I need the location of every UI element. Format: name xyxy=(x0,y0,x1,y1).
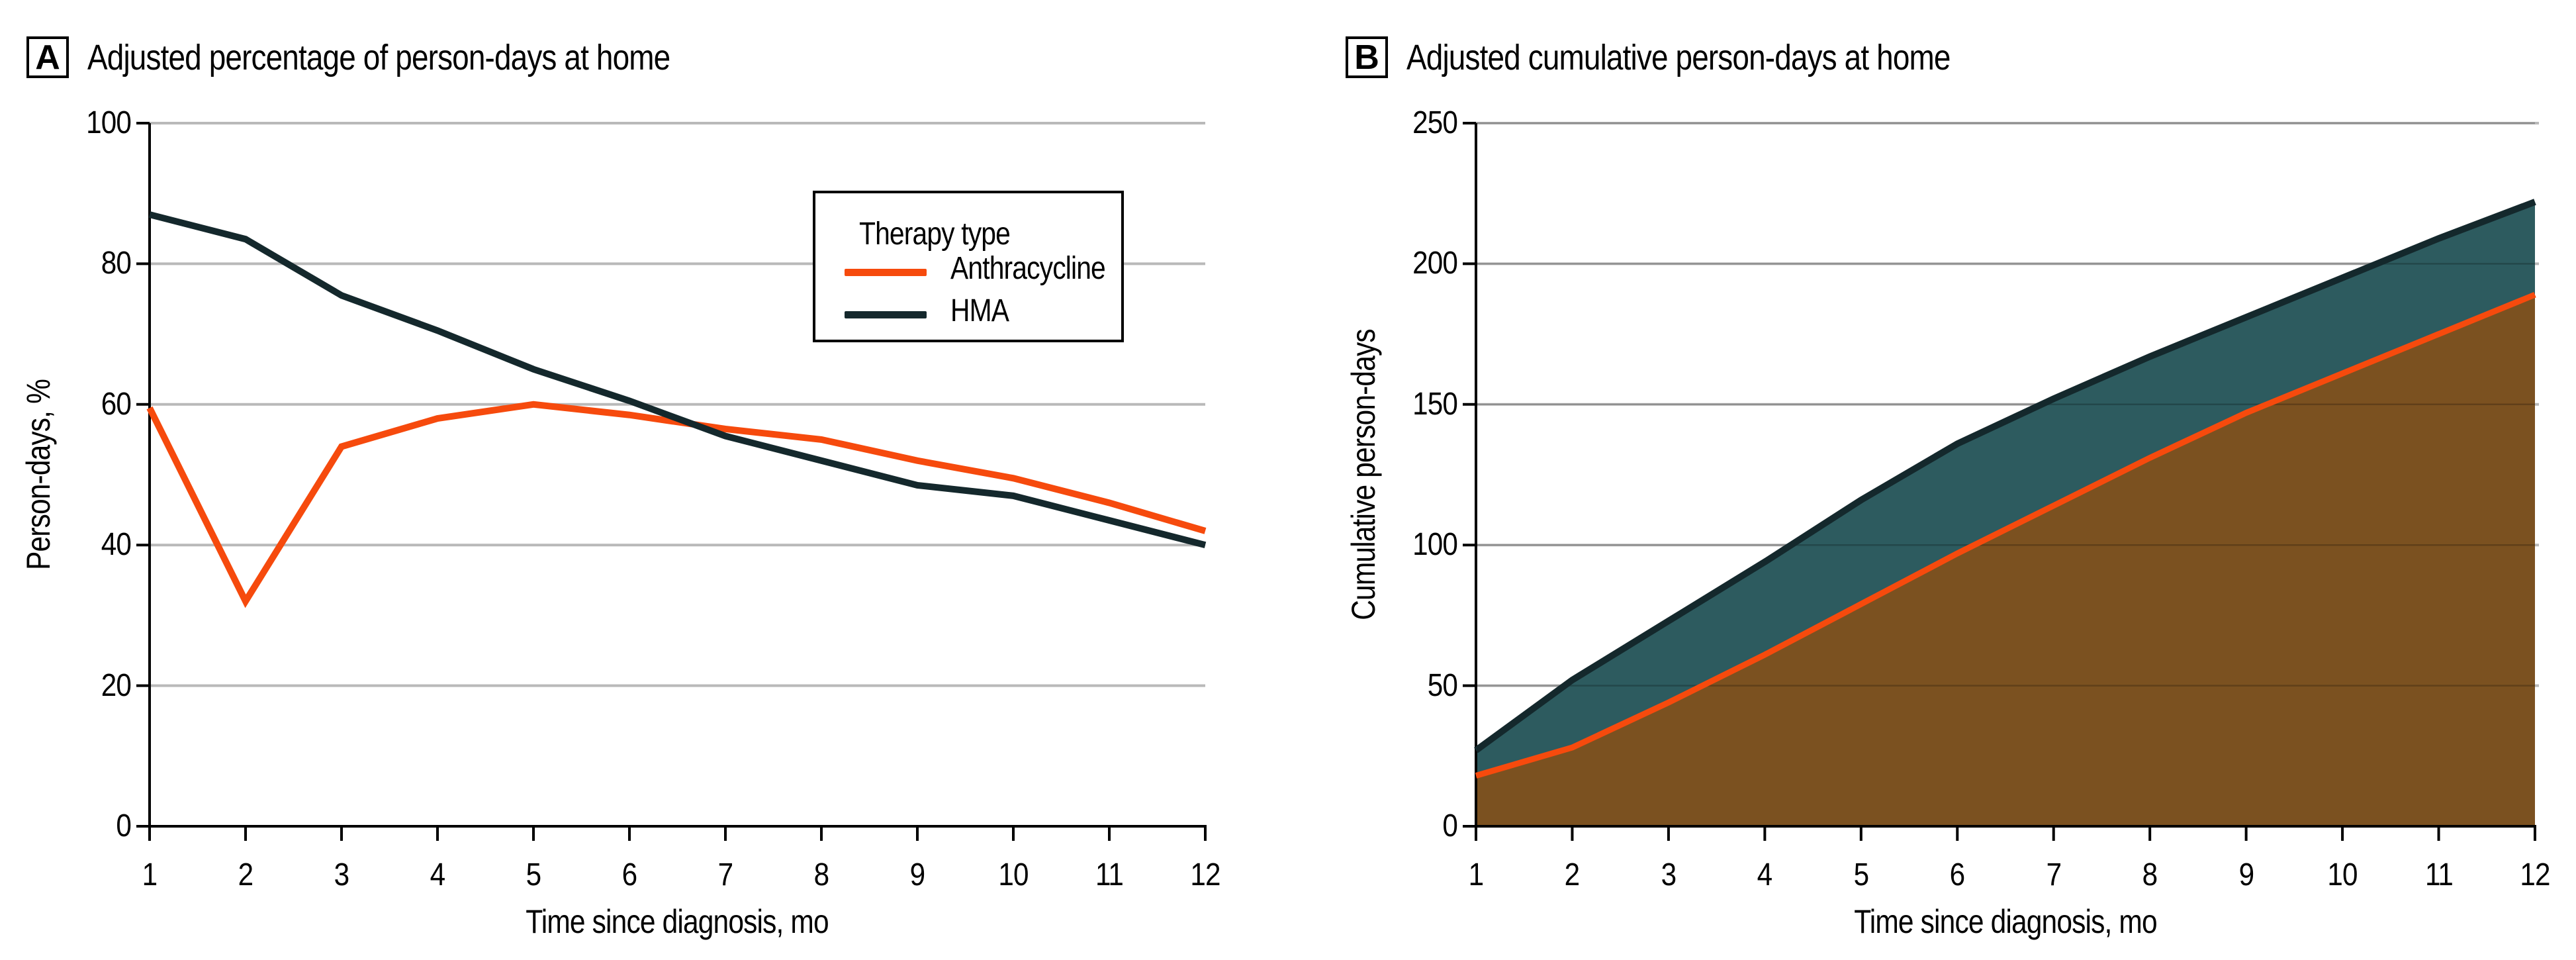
panel-b-letter: B xyxy=(1354,38,1379,77)
panel-b-x-tick-label-9: 9 xyxy=(2238,857,2254,892)
panel-a-header: A Adjusted percentage of person-days at … xyxy=(26,36,773,78)
panel-a-y-tick-label-40: 40 xyxy=(101,527,132,563)
legend: Therapy type Anthracycline HMA xyxy=(813,191,1124,342)
panel-a-x-tick-label-2: 2 xyxy=(238,857,253,892)
panel-a-letter: A xyxy=(35,38,60,77)
panel-a-x-tick-label-7: 7 xyxy=(717,857,733,892)
panel-a-y-tick-label-80: 80 xyxy=(101,246,132,281)
panel-b-header: B Adjusted cumulative person-days at hom… xyxy=(1346,36,2047,78)
legend-label-hma: HMA xyxy=(950,293,1009,328)
hma-line-panel-b xyxy=(1474,199,2536,753)
panel-a-x-tick-label-8: 8 xyxy=(813,857,829,892)
panel-a-x-tick-label-3: 3 xyxy=(334,857,349,892)
panel-a-x-tick-label-5: 5 xyxy=(526,857,541,892)
panel-b-y-tick-label-150: 150 xyxy=(1412,386,1458,422)
panel-b-x-tick-label-2: 2 xyxy=(1565,857,1580,892)
panel-b-x-tick-label-10: 10 xyxy=(2327,857,2358,892)
panel-a-y-tick-label-60: 60 xyxy=(101,386,132,422)
panel-a-x-axis-title: Time since diagnosis, mo xyxy=(526,903,829,940)
panel-a-x-tick-label-11: 11 xyxy=(1095,857,1124,892)
panel-a-y-tick-label-20: 20 xyxy=(101,667,132,703)
legend-title: Therapy type xyxy=(859,216,1011,252)
panel-b-x-tick-label-1: 1 xyxy=(1468,857,1484,892)
panel-b-y-tick-label-0: 0 xyxy=(1442,808,1457,843)
panel-a-y-tick-label-100: 100 xyxy=(86,105,132,140)
anthracycline-line-panel-b xyxy=(1475,291,2536,779)
panel-a-x-tick-label-6: 6 xyxy=(621,857,637,892)
panel-b-y-tick-label-100: 100 xyxy=(1412,527,1458,563)
panel-a-x-tick-label-4: 4 xyxy=(430,857,445,892)
panel-b-x-tick-label-4: 4 xyxy=(1757,857,1772,892)
panel-a-x-tick-label-12: 12 xyxy=(1190,857,1220,892)
anthracycline-line-swatch xyxy=(845,269,927,276)
legend-label-anthracycline: Anthracycline xyxy=(950,251,1106,286)
hma-line-swatch xyxy=(845,311,927,318)
panel-b-title: Adjusted cumulative person-days at home xyxy=(1406,37,1951,77)
panel-b-x-tick-label-11: 11 xyxy=(2424,857,2453,892)
panel-b-x-axis-title: Time since diagnosis, mo xyxy=(1854,903,2157,940)
panel-b-x-tick-label-8: 8 xyxy=(2142,857,2158,892)
panel-b-x-tick-label-3: 3 xyxy=(1661,857,1677,892)
area-between-anthracycline-and-hma xyxy=(1476,201,2535,776)
panel-a-title: Adjusted percentage of person-days at ho… xyxy=(87,37,670,77)
panel-b-x-tick-label-5: 5 xyxy=(1853,857,1869,892)
area-below-anthracycline xyxy=(1476,295,2535,826)
panel-a-letter-box: A xyxy=(26,36,69,78)
panel-b-x-tick-label-12: 12 xyxy=(2520,857,2550,892)
panel-a-y-tick-label-0: 0 xyxy=(116,808,131,843)
panel-b-x-tick-label-6: 6 xyxy=(1949,857,1965,892)
panel-b-y-tick-label-200: 200 xyxy=(1412,246,1458,281)
panel-b-y-tick-label-250: 250 xyxy=(1412,105,1458,140)
panel-a-x-tick-label-1: 1 xyxy=(142,857,158,892)
panel-b-y-axis-title: Cumulative person-days xyxy=(1345,329,1382,620)
panel-a-x-tick-label-9: 9 xyxy=(909,857,925,892)
panel-b-y-tick-label-50: 50 xyxy=(1427,667,1458,703)
hma-line-panel-a xyxy=(148,211,1207,549)
panel-b-x-tick-label-7: 7 xyxy=(2046,857,2062,892)
panel-b-letter-box: B xyxy=(1346,36,1388,78)
panel-a-x-tick-label-10: 10 xyxy=(998,857,1029,892)
